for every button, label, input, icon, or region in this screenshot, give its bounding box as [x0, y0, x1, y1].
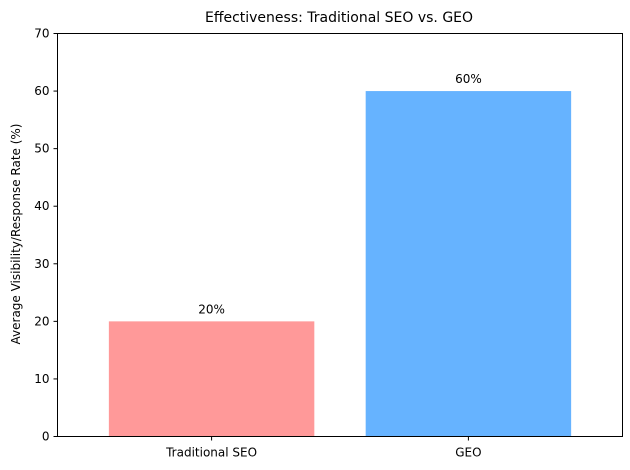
data-labels-group: 20% 60% — [198, 72, 481, 316]
y-axis-ticks: 0 10 20 30 40 50 60 70 — [34, 27, 58, 444]
data-label-1: 60% — [455, 72, 482, 86]
y-tick-label-1: 10 — [34, 372, 49, 386]
y-tick-label-3: 30 — [34, 257, 49, 271]
y-tick-label-6: 60 — [34, 84, 49, 98]
y-tick-label-5: 50 — [34, 142, 49, 156]
plot-frame — [57, 33, 623, 437]
x-axis-ticks: Traditional SEO GEO — [165, 436, 482, 460]
x-tick-label-0: Traditional SEO — [165, 446, 257, 460]
y-tick-label-0: 0 — [42, 430, 50, 444]
bar-1 — [365, 91, 572, 437]
y-tick-label-4: 40 — [34, 199, 49, 213]
x-tick-label-1: GEO — [455, 446, 481, 460]
data-label-0: 20% — [198, 302, 225, 316]
y-axis-label: Average Visibility/Response Rate (%) — [9, 124, 23, 345]
y-tick-label-2: 20 — [34, 314, 49, 328]
bar-0 — [108, 321, 315, 437]
bars-group — [108, 91, 572, 437]
chart-title: Effectiveness: Traditional SEO vs. GEO — [205, 10, 473, 26]
y-tick-label-7: 70 — [34, 27, 49, 41]
